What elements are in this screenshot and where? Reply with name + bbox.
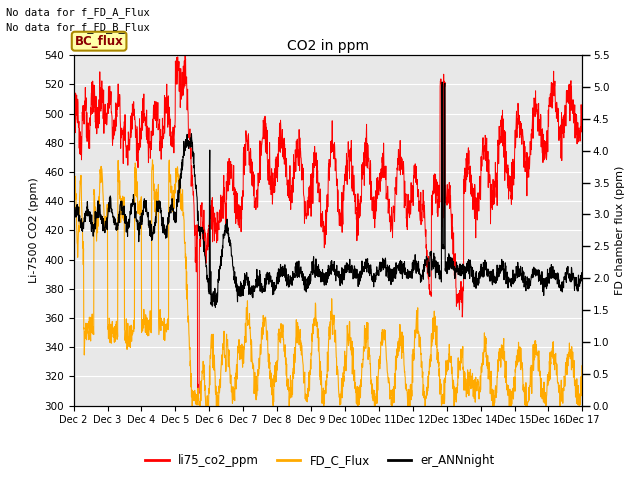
Title: CO2 in ppm: CO2 in ppm (287, 39, 369, 53)
Text: No data for f_FD_A_Flux: No data for f_FD_A_Flux (6, 7, 150, 18)
Legend: li75_co2_ppm, FD_C_Flux, er_ANNnight: li75_co2_ppm, FD_C_Flux, er_ANNnight (140, 449, 500, 472)
Text: No data for f_FD_B_Flux: No data for f_FD_B_Flux (6, 22, 150, 33)
Y-axis label: FD chamber flux (ppm): FD chamber flux (ppm) (615, 166, 625, 295)
Text: BC_flux: BC_flux (75, 35, 124, 48)
Y-axis label: Li-7500 CO2 (ppm): Li-7500 CO2 (ppm) (29, 178, 38, 283)
